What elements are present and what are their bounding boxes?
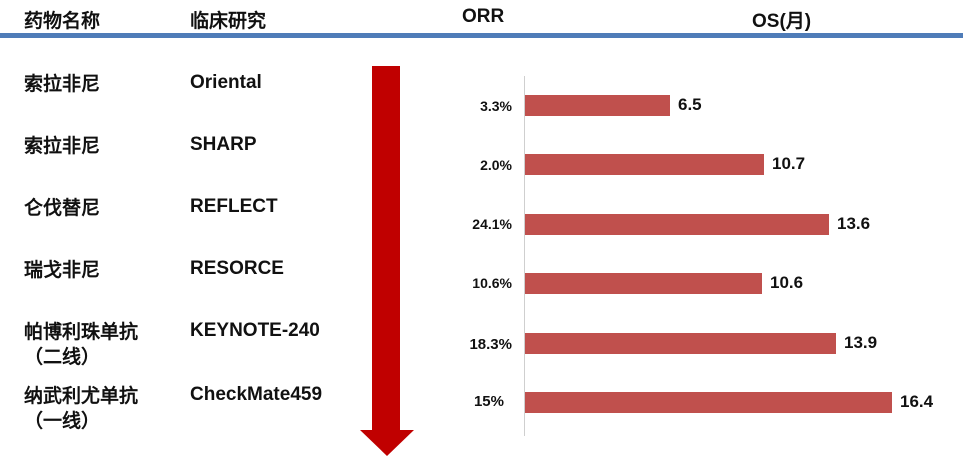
chart-axis [524,76,525,436]
down-arrow-icon [360,66,414,456]
os-bar [525,333,836,354]
drug-label: 帕博利珠单抗 （二线） [24,320,138,370]
orr-value: 24.1% [472,216,512,232]
drug-label: 仑伐替尼 [24,197,101,219]
os-bar [525,273,762,294]
os-value-label: 10.6 [770,273,804,292]
drug-label: 索拉非尼 [24,135,101,157]
trial-label: SHARP [190,134,257,155]
orr-value: 18.3% [469,336,512,353]
os-value-label: 13.9 [844,333,878,352]
header-divider [0,33,963,38]
drug-label: 瑞戈非尼 [24,259,101,281]
drug-label: 纳武利尤单抗 （一线） [24,384,138,434]
orr-value: 3.3% [480,98,512,114]
header-orr: ORR [462,6,505,27]
os-value-label: 13.6 [837,214,871,233]
trial-label: Oriental [190,72,262,93]
drug-name-line: 纳武利尤单抗 [24,385,139,407]
trial-label: CheckMate459 [190,384,323,405]
header-drug-name: 药物名称 [24,10,101,32]
os-bar [525,392,892,413]
orr-value: 10.6% [472,275,512,291]
os-bar [525,154,764,175]
arrow-shaft [372,66,400,430]
os-value-label: 6.5 [678,95,702,114]
trial-label: RESORCE [190,258,284,279]
arrow-head [360,430,414,456]
drug-line-note: （一线） [24,410,101,432]
os-value-label: 16.4 [900,392,934,411]
trial-label: REFLECT [190,196,278,217]
orr-value: 2.0% [480,157,512,173]
os-bar [525,214,829,235]
os-bar [525,95,670,116]
os-value-label: 10.7 [772,154,806,173]
orr-value: 15% [473,393,504,410]
drug-name-line: 帕博利珠单抗 [24,321,139,343]
header-os: OS(月) [752,11,812,32]
drug-line-note: （二线） [24,346,101,368]
header-clinical-trial: 临床研究 [190,10,267,32]
drug-label: 索拉非尼 [24,73,101,95]
trial-label: KEYNOTE-240 [190,320,320,341]
